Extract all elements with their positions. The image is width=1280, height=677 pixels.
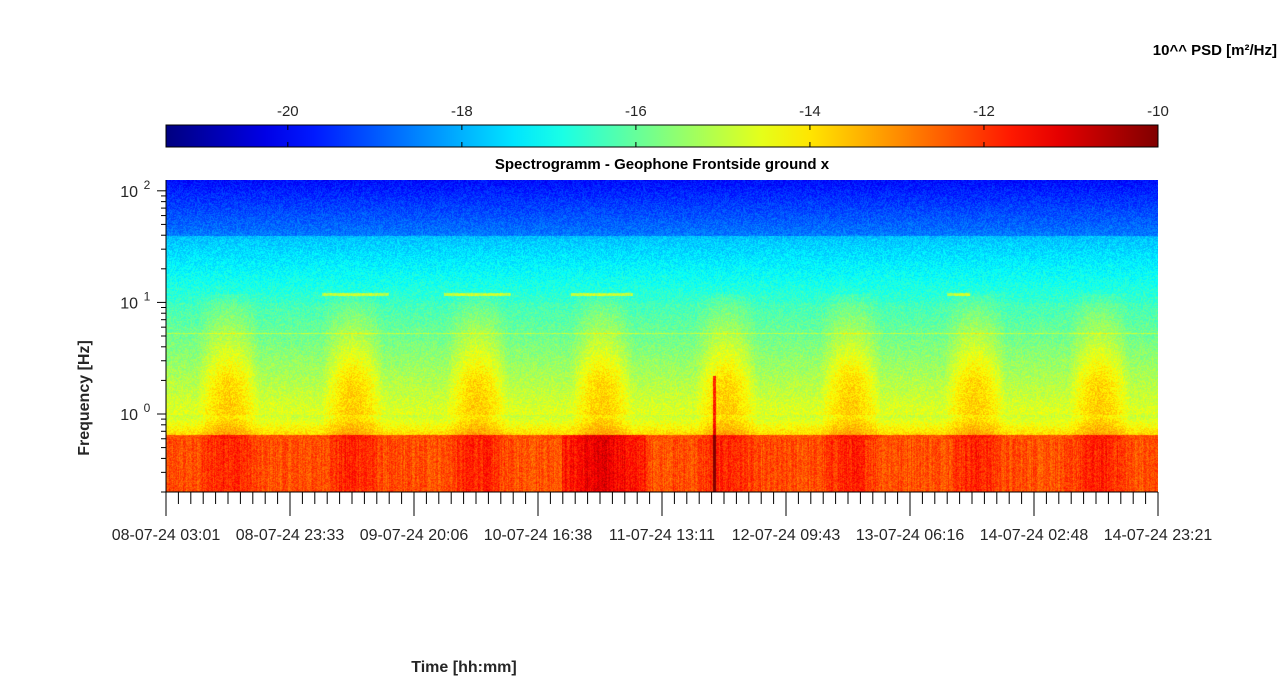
y-tick-label: 10: [120, 184, 138, 201]
y-tick-label: 10: [120, 295, 138, 312]
x-tick-label: 08-07-24 03:01: [112, 527, 221, 544]
x-tick-label: 13-07-24 06:16: [856, 527, 965, 544]
colorbar-tick-label: -10: [1147, 103, 1169, 120]
colorbar-tick-label: -18: [451, 103, 473, 120]
colorbar-ticks: -20 -18 -16 -14 -12 -10: [277, 103, 1169, 147]
x-tick-label: 10-07-24 16:38: [484, 527, 593, 544]
chart-title: Spectrogramm - Geophone Frontside ground…: [495, 156, 830, 173]
colorbar: -20 -18 -16 -14 -12 -10: [165, 103, 1169, 148]
y-tick-exponent: 0: [144, 401, 151, 415]
y-tick-label: 10: [120, 407, 138, 424]
y-tick-exponent: 1: [144, 289, 151, 303]
y-axis: 10 0 10 1 10 2: [120, 178, 167, 493]
colorbar-tick-label: -16: [625, 103, 647, 120]
colorbar-tick-label: -14: [799, 103, 821, 120]
x-axis-label: Time [hh:mm]: [411, 659, 516, 676]
colorbar-gradient: [165, 124, 1159, 148]
colorbar-label: 10^^ PSD [m²/Hz]: [1153, 42, 1277, 59]
x-tick-label: 12-07-24 09:43: [732, 527, 841, 544]
colorbar-tick-label: -20: [277, 103, 299, 120]
x-tick-label: 14-07-24 23:21: [1104, 527, 1213, 544]
colorbar-tick-label: -12: [973, 103, 995, 120]
x-axis: 08-07-24 03:01 08-07-24 23:33 09-07-24 20:…: [112, 491, 1213, 544]
y-axis-label: Frequency [Hz]: [76, 340, 93, 456]
x-tick-label: 09-07-24 20:06: [360, 527, 469, 544]
x-tick-label: 14-07-24 02:48: [980, 527, 1089, 544]
y-tick-exponent: 2: [144, 178, 151, 192]
x-tick-label: 08-07-24 23:33: [236, 527, 345, 544]
spectrogram-canvas: [166, 180, 1158, 492]
x-tick-label: 11-07-24 13:11: [609, 527, 715, 544]
spectrogram-area: [166, 180, 1158, 492]
